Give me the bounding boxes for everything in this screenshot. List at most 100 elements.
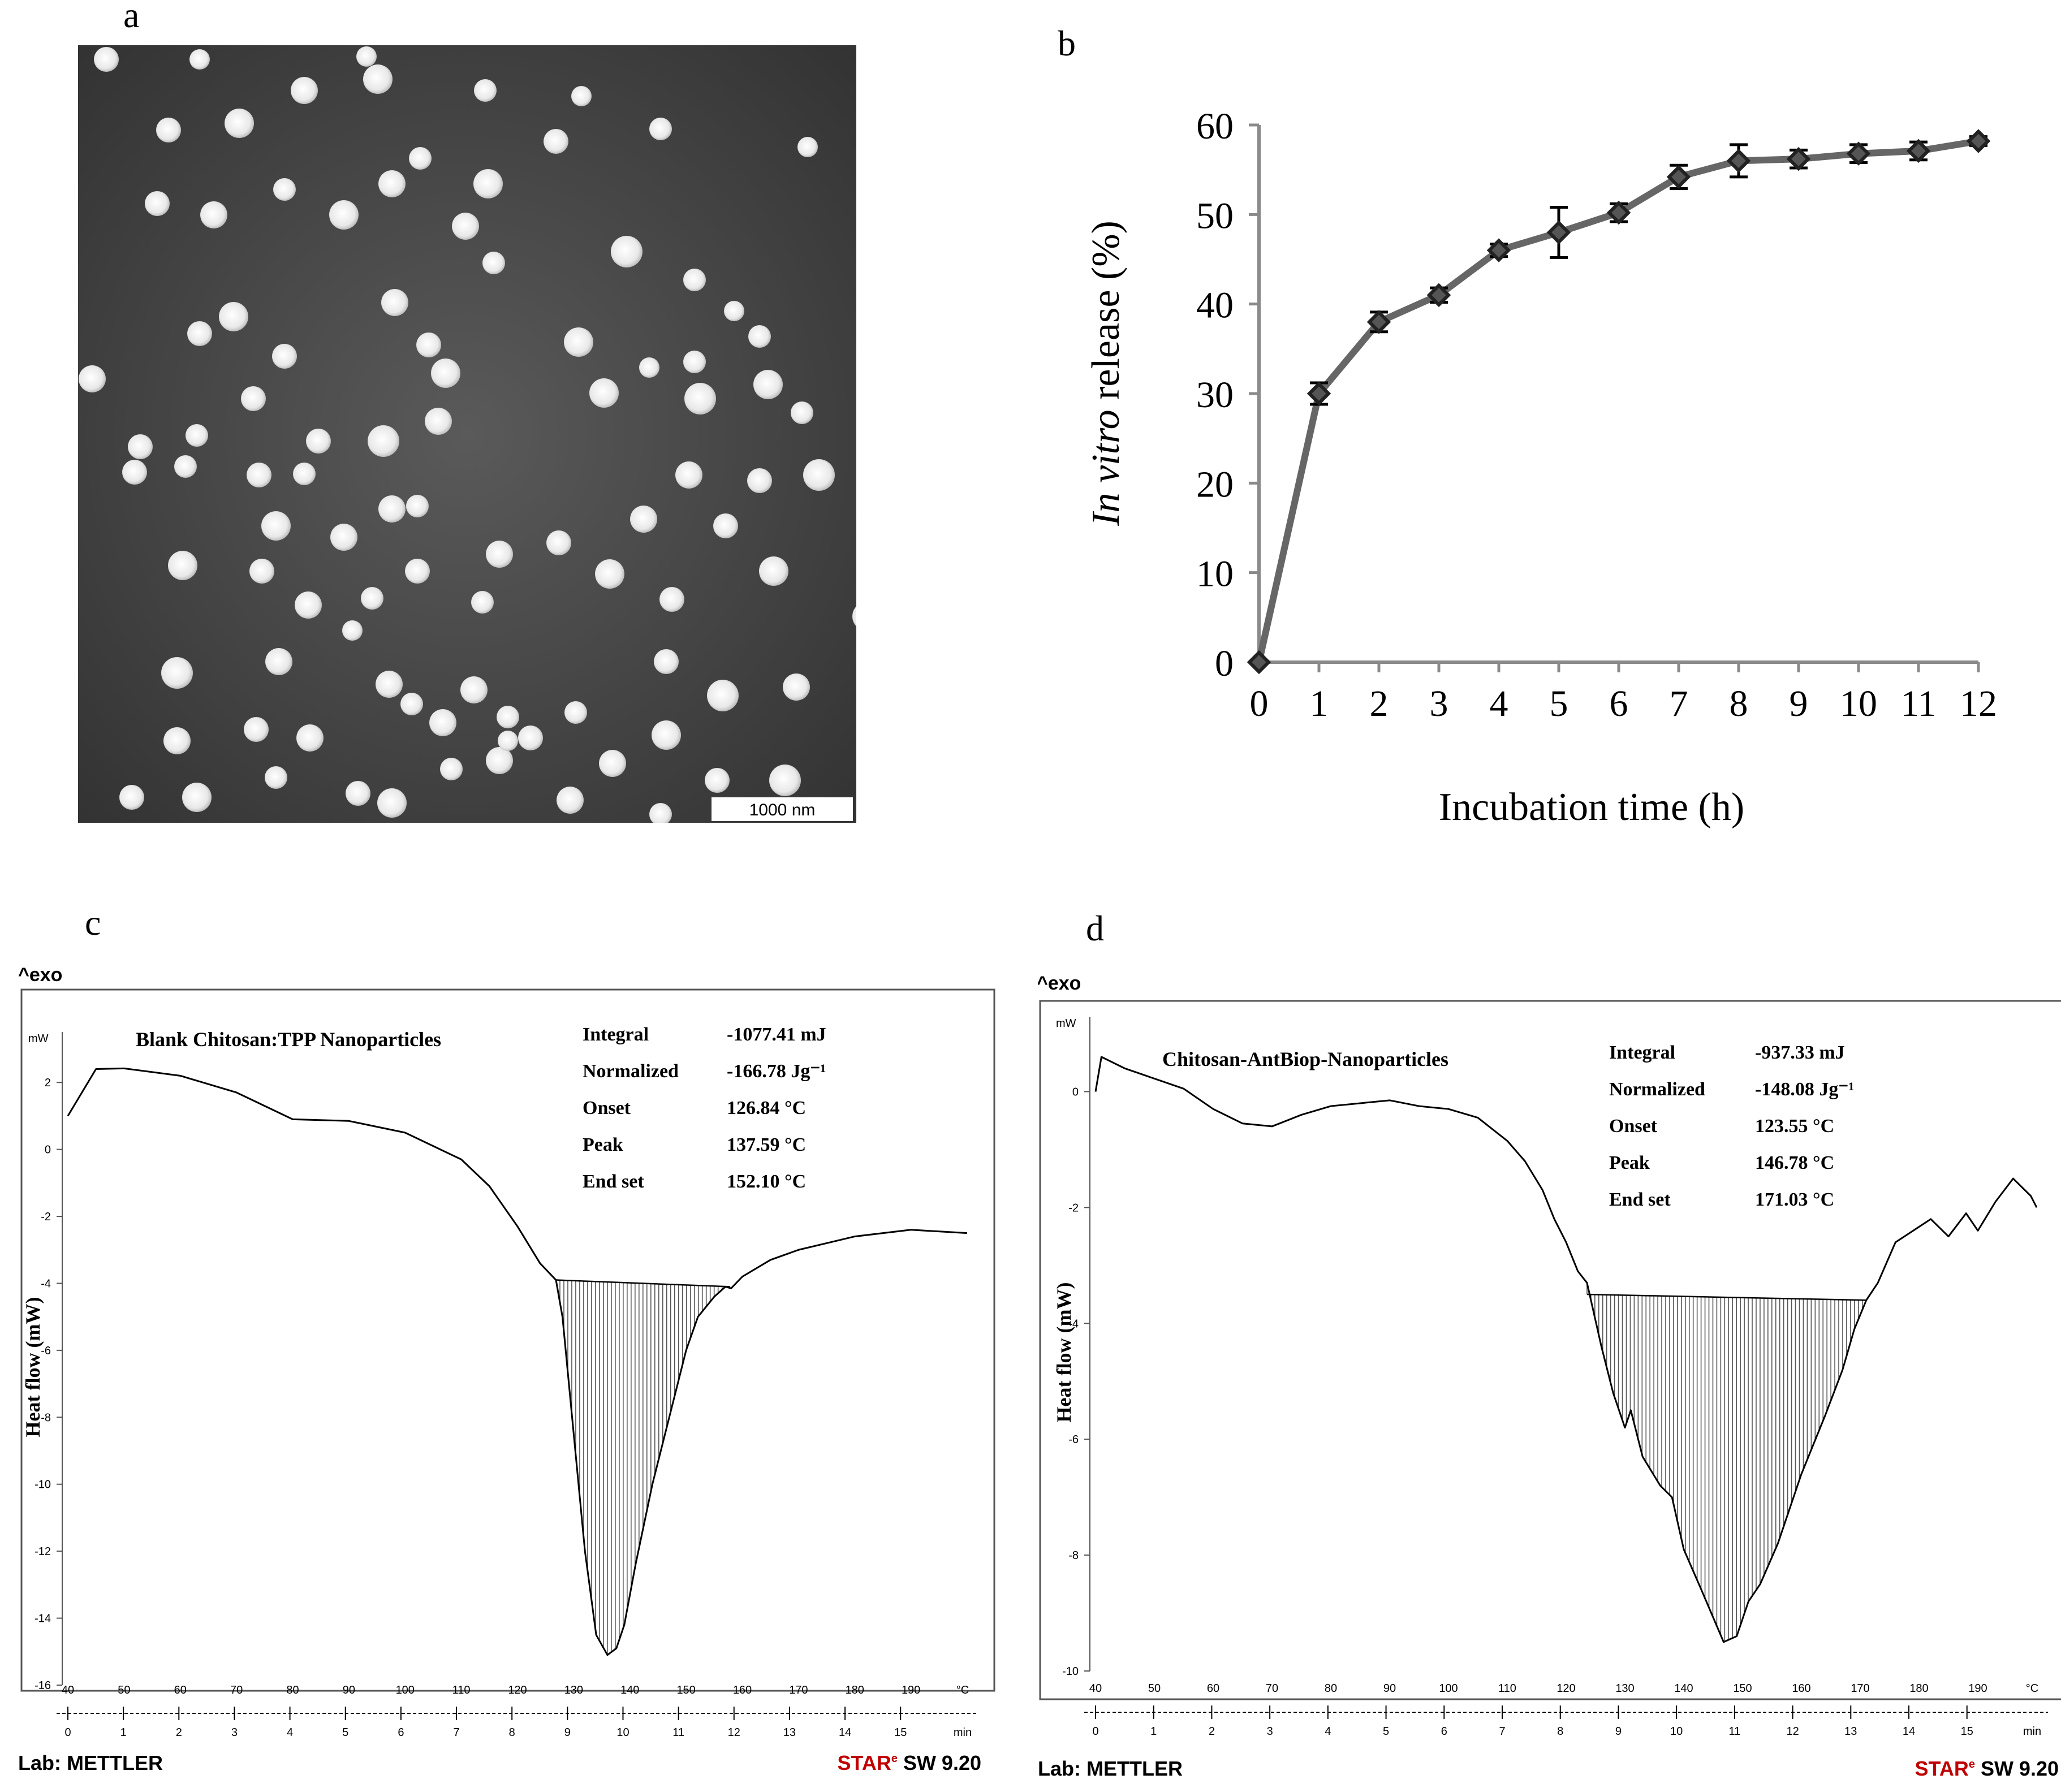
plot-frame — [20, 988, 995, 1692]
nanoparticle — [769, 765, 801, 796]
time-tick-label: 13 — [1844, 1725, 1857, 1738]
nanoparticle — [249, 559, 274, 584]
x-tick-label: 12 — [1960, 683, 1997, 724]
software-star: STAR — [837, 1751, 891, 1774]
time-tick-label: 4 — [287, 1726, 293, 1739]
temp-tick-label: 190 — [902, 1684, 920, 1696]
y-axis-label: Heat flow (mW) — [21, 1297, 44, 1437]
temp-tick-label: 140 — [620, 1684, 639, 1696]
nanoparticle — [330, 524, 357, 551]
time-tick-label: 3 — [1267, 1725, 1273, 1738]
temp-tick-label: 190 — [1968, 1682, 1987, 1695]
time-tick-label: 14 — [1903, 1725, 1915, 1738]
temp-tick-label: 120 — [508, 1684, 527, 1696]
time-tick-label: 4 — [1325, 1725, 1331, 1738]
result-value: -166.78 Jg⁻¹ — [727, 1061, 826, 1082]
time-tick-label: 5 — [1383, 1725, 1389, 1738]
time-tick-label: 9 — [1615, 1725, 1622, 1738]
x-tick-label: 3 — [1430, 683, 1448, 724]
y-tick-label: 40 — [1196, 285, 1234, 326]
time-tick-label: 0 — [64, 1726, 71, 1739]
temp-unit-label: °C — [2026, 1682, 2038, 1695]
nanoparticle — [705, 768, 730, 793]
exo-label: ^exo — [18, 964, 62, 986]
nanoparticle — [306, 429, 331, 454]
nanoparticle — [174, 455, 197, 478]
temp-tick-label: 90 — [1383, 1682, 1396, 1695]
nanoparticle — [295, 591, 322, 619]
nanoparticle — [564, 701, 587, 724]
time-tick-label: 10 — [1670, 1725, 1683, 1738]
nanoparticle — [431, 359, 460, 388]
temp-tick-label: 90 — [343, 1684, 355, 1696]
release-series — [1247, 129, 1991, 675]
temp-tick-label: 70 — [230, 1684, 243, 1696]
nanoparticle — [361, 587, 383, 610]
panel-c-letter: c — [85, 903, 101, 943]
nanoparticle — [425, 408, 452, 435]
release-x-ticks: 0 1 2 3 4 5 6 7 8 9 10 11 12 — [1250, 662, 1997, 724]
result-label: Normalized — [583, 1061, 679, 1082]
temp-tick-label: 40 — [1089, 1682, 1102, 1695]
temp-tick-label: 60 — [1207, 1682, 1219, 1695]
nanoparticle — [759, 556, 788, 586]
temp-tick-label: 110 — [452, 1684, 471, 1696]
time-tick-label: 12 — [1786, 1725, 1799, 1738]
nanoparticle — [791, 401, 813, 424]
temp-tick-label: 80 — [1325, 1682, 1337, 1695]
result-label: Integral — [1609, 1042, 1675, 1063]
nanoparticle — [406, 495, 429, 517]
y-tick-label: -6 — [41, 1345, 51, 1357]
nanoparticle — [707, 680, 739, 711]
nanoparticle — [244, 717, 269, 742]
lab-label: Lab: METTLER — [18, 1751, 163, 1774]
software-label: STARe SW 9.20 — [837, 1751, 981, 1774]
nanoparticle — [405, 559, 430, 584]
time-tick-label: 7 — [453, 1726, 459, 1739]
nanoparticle — [189, 49, 210, 70]
scale-bar-label: 1000 nm — [749, 801, 816, 819]
nanoparticle — [247, 463, 271, 487]
nanoparticle — [161, 657, 193, 689]
x-tick-label: 10 — [1840, 683, 1877, 724]
nanoparticle — [486, 747, 513, 774]
y-tick-label: 0 — [45, 1144, 51, 1156]
x-tick-label: 11 — [1900, 683, 1937, 724]
y-tick-label: -2 — [41, 1211, 51, 1223]
nanoparticle — [452, 213, 479, 240]
y-tick-label: -14 — [35, 1613, 51, 1625]
nanoparticle — [649, 118, 672, 140]
nanoparticle — [518, 726, 543, 750]
nanoparticle — [119, 785, 144, 810]
software-version: SW 9.20 — [1975, 1757, 2059, 1780]
nanoparticle — [482, 252, 505, 274]
time-tick-label: 6 — [398, 1726, 404, 1739]
result-value: 137.59 °C — [727, 1134, 806, 1155]
nanoparticle — [747, 468, 772, 493]
nanoparticle — [675, 461, 702, 489]
x-tick-label: 9 — [1790, 683, 1808, 724]
dsc-curve — [67, 1067, 968, 1656]
x-tick-label: 5 — [1550, 683, 1568, 724]
nanoparticle — [381, 289, 408, 316]
time-tick-label: 1 — [1150, 1725, 1157, 1738]
software-star-sup: e — [891, 1752, 898, 1765]
x-tick-label: 7 — [1670, 683, 1688, 724]
temp-tick-label: 80 — [286, 1684, 299, 1696]
time-unit-label: min — [2023, 1725, 2041, 1738]
nanoparticle — [168, 551, 197, 580]
y-tick-label: 20 — [1196, 464, 1234, 505]
time-tick-label: 8 — [1557, 1725, 1563, 1738]
temp-tick-label: 40 — [62, 1684, 74, 1696]
result-value: 123.55 °C — [1755, 1116, 1834, 1137]
y-tick-label: 2 — [45, 1077, 51, 1089]
dsc-curve — [1094, 1056, 2038, 1643]
nanoparticle — [753, 370, 783, 399]
nanoparticle — [486, 541, 513, 568]
nanoparticle — [182, 783, 212, 812]
release-y-label-italic: In vitro — [1084, 409, 1128, 526]
integration-baseline — [555, 1279, 730, 1288]
x-tick-label: 1 — [1310, 683, 1329, 724]
nanoparticle — [378, 170, 406, 197]
